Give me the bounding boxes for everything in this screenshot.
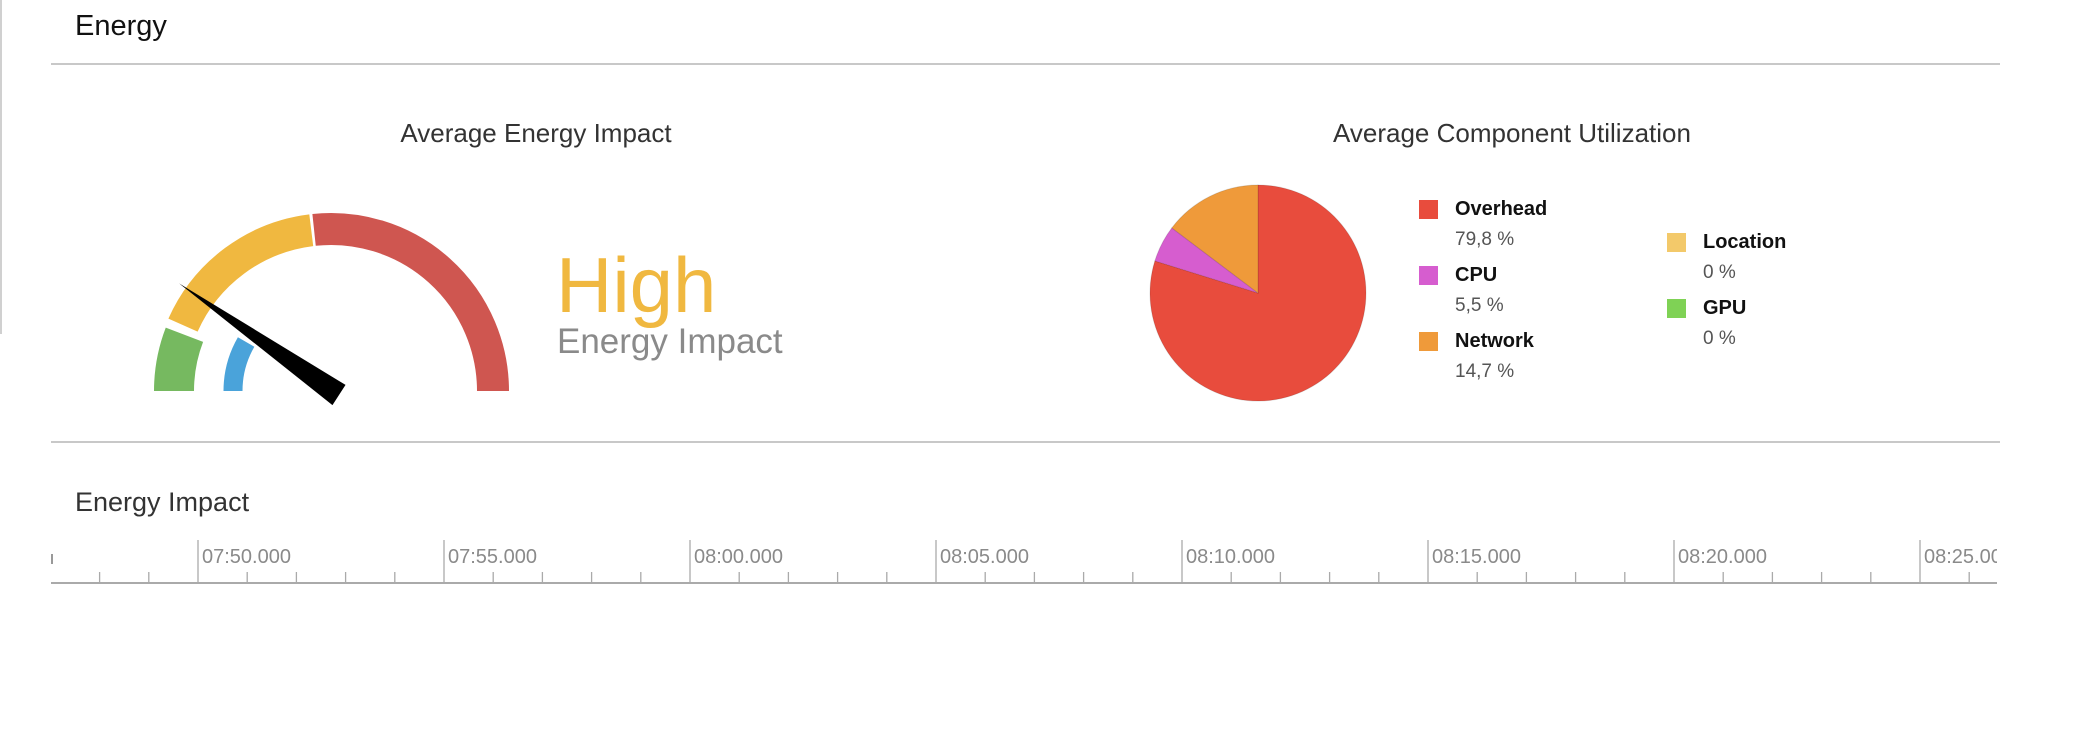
divider [51, 441, 2000, 443]
tick-label: 08:15.000 [1432, 546, 1521, 568]
legend-label: Network [1455, 330, 1534, 352]
energy-panel-title: Average Energy Impact [400, 118, 672, 148]
tick-label: 07:50.000 [202, 546, 291, 568]
legend-value: 0 % [1703, 328, 1736, 349]
legend-label: Location [1703, 231, 1787, 253]
legend-swatch-gpu [1667, 299, 1686, 318]
legend-swatch-overhead [1419, 200, 1438, 219]
legend-label: Overhead [1455, 198, 1548, 220]
panel-divider [0, 0, 2, 334]
legend-label: GPU [1703, 297, 1747, 319]
utilization-panel-title: Average Component Utilization [1333, 118, 1691, 148]
gauge-needle [179, 283, 346, 406]
legend-swatch-cpu [1419, 266, 1438, 285]
gauge-low-segment [154, 327, 204, 392]
tick-label: 08:10.000 [1186, 546, 1275, 568]
timeline-title: Energy Impact [75, 487, 250, 517]
legend-label: CPU [1455, 264, 1498, 286]
legend-swatch-network [1419, 332, 1438, 351]
pie-slice-overhead [1149, 184, 1367, 402]
utilization-pie-chart [1149, 184, 1367, 402]
pie-slice-cpu [1154, 227, 1259, 294]
timeline-axis[interactable]: 07:50.000 07:55.000 08:00.000 08:05.000 08:1… [51, 530, 1997, 590]
tick-label: 07:55.000 [448, 546, 537, 568]
energy-level: High [556, 241, 717, 329]
tick-label: 08:00.000 [694, 546, 783, 568]
divider [51, 63, 2000, 65]
legend-value: 0 % [1703, 262, 1736, 283]
legend-value: 79,8 % [1455, 229, 1515, 250]
gauge-current-segment [223, 337, 255, 392]
energy-gauge [154, 213, 509, 406]
legend-swatch-location [1667, 233, 1686, 252]
legend-value: 5,5 % [1455, 295, 1504, 316]
energy-level-caption: Energy Impact [557, 322, 783, 361]
page-title: Energy [75, 10, 167, 42]
gauge-moderate-segment [168, 214, 314, 332]
pie-slice-network [1171, 184, 1259, 295]
legend-value: 14,7 % [1455, 361, 1515, 382]
tick-label: 08:05.000 [940, 546, 1029, 568]
tick-label: 08:25.000 [1924, 546, 1997, 568]
gauge-high-segment [312, 213, 509, 392]
tick-label: 08:20.000 [1678, 546, 1767, 568]
